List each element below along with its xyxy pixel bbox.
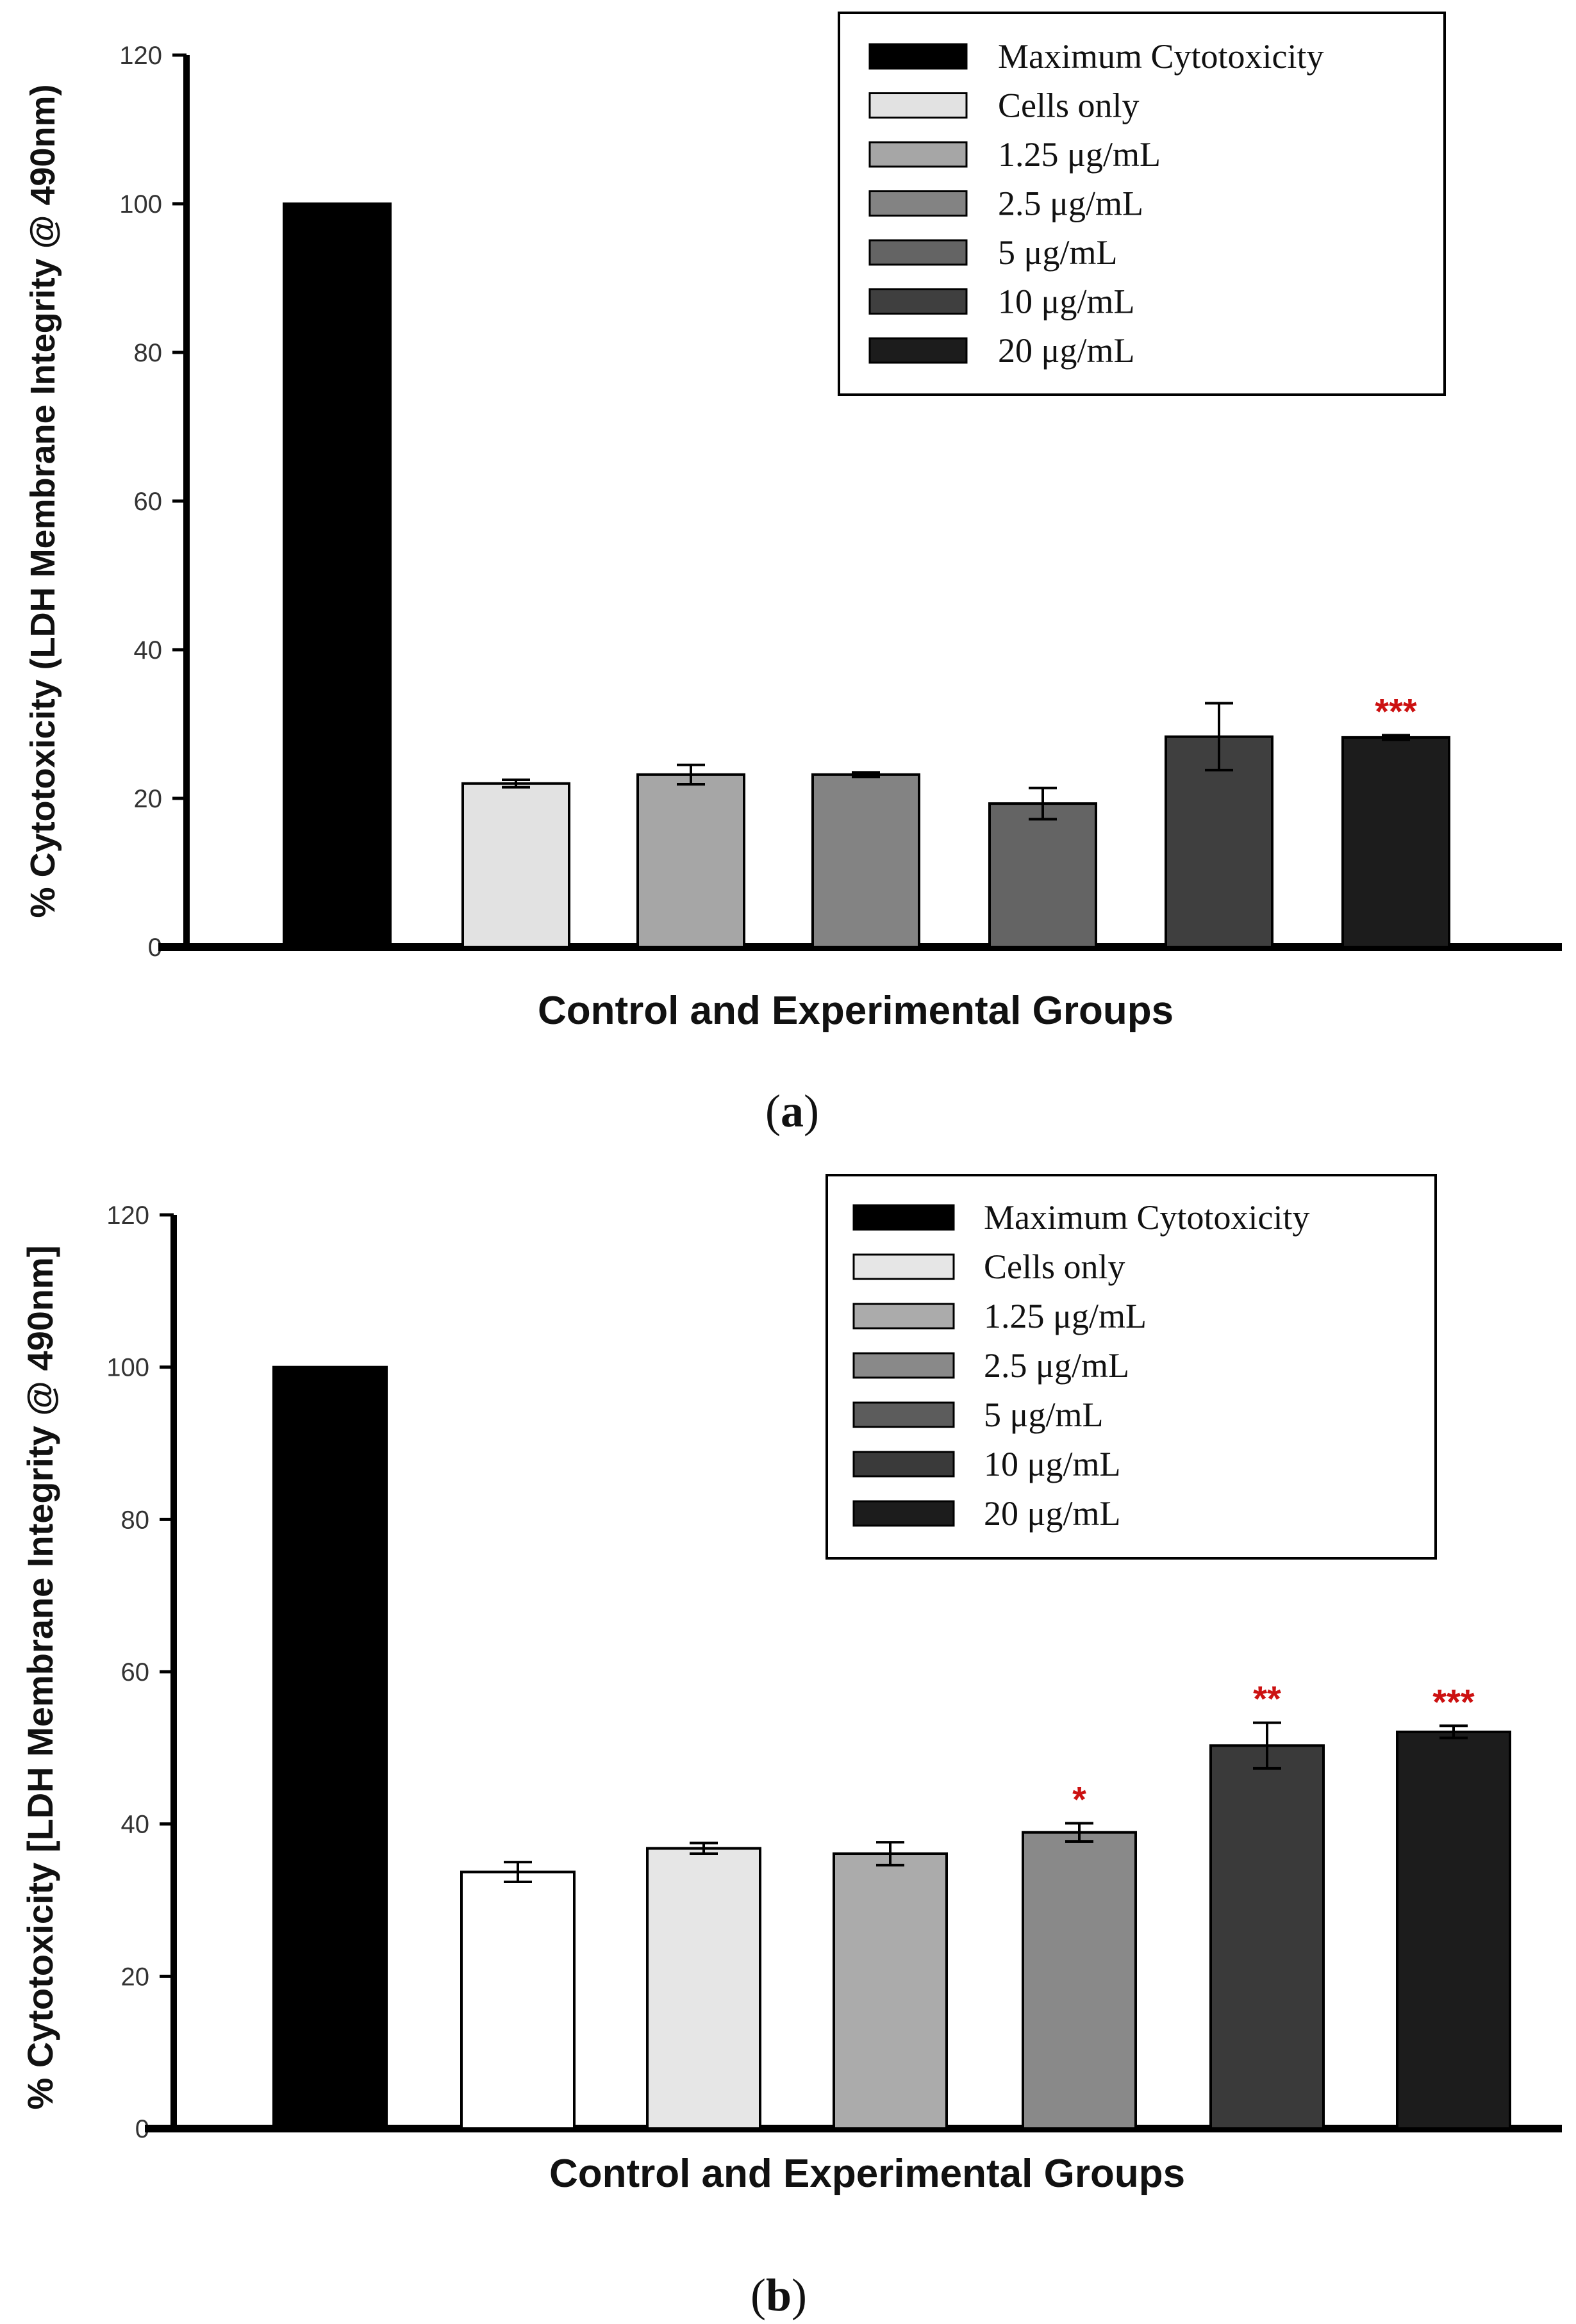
bar-3 (811, 773, 920, 948)
y-tick-label: 100 (119, 190, 162, 218)
bar-1 (461, 782, 570, 949)
legend-label: 20 μg/mL (998, 331, 1134, 370)
y-tick-label: 120 (106, 1201, 149, 1230)
bar-4 (988, 802, 1097, 948)
bar-4 (1022, 1831, 1137, 2130)
legend-swatch (868, 92, 968, 119)
legend-swatch (852, 1401, 955, 1428)
y-tick-label: 40 (134, 636, 163, 664)
legend-label: 2.5 μg/mL (984, 1346, 1129, 1385)
chart-panel-a: 0 20 40 60 80 100 120 *** % Cytotoxicity (LDH … (24, 12, 1562, 1137)
legend-label: 5 μg/mL (984, 1396, 1103, 1434)
legend-swatch (868, 141, 968, 168)
significance-marker: ** (1253, 1679, 1281, 1719)
y-axis: 0 20 40 60 80 100 120 (106, 1201, 177, 2143)
legend-label: 20 μg/mL (984, 1494, 1120, 1533)
legend-label: Cells only (984, 1248, 1125, 1286)
legend-swatch (852, 1451, 955, 1478)
legend-label: 1.25 μg/mL (998, 135, 1161, 174)
bar-6 (1396, 1730, 1511, 2130)
legend-swatch (868, 337, 968, 364)
legend-swatch (852, 1303, 955, 1330)
x-axis-title: Control and Experimental Groups (549, 2152, 1185, 2196)
bars-group: *** (283, 202, 1450, 949)
legend-label: 10 μg/mL (998, 283, 1134, 321)
y-tick-label: 20 (134, 785, 163, 813)
legend-swatch (852, 1253, 955, 1280)
y-tick-label: 60 (134, 488, 163, 516)
legend-swatch (852, 1204, 955, 1231)
legend-swatch (868, 288, 968, 315)
bar-0 (272, 1365, 388, 2130)
panel-label-a: (a) (765, 1085, 819, 1137)
y-tick-label: 0 (135, 2115, 149, 2143)
bar-2 (636, 773, 745, 948)
bar-1 (460, 1870, 576, 2130)
legend-label: Maximum Cytotoxicity (998, 37, 1324, 76)
bars-group: *** *** (272, 1365, 1511, 2130)
legend: Maximum Cytotoxicity Cells only 1.25 μg/mL… (838, 12, 1446, 396)
legend-label: Maximum Cytotoxicity (984, 1198, 1310, 1237)
legend: Maximum Cytotoxicity Cells only 1.25 μg/mL… (825, 1174, 1437, 1560)
x-axis-title: Control and Experimental Groups (538, 989, 1174, 1033)
legend-swatch (868, 43, 968, 70)
y-axis-title: % Cytotoxicity (LDH Membrane Integrity @… (24, 85, 62, 918)
legend-label: 10 μg/mL (984, 1445, 1120, 1483)
y-tick-label: 80 (121, 1506, 150, 1534)
significance-marker: *** (1432, 1681, 1475, 1722)
significance-marker: * (1072, 1779, 1086, 1819)
legend-label: 5 μg/mL (998, 233, 1117, 272)
bar-0 (283, 202, 392, 948)
bar-3 (833, 1852, 948, 2130)
y-tick-label: 100 (106, 1354, 149, 1382)
bar-6 (1341, 736, 1450, 948)
y-tick-label: 40 (121, 1811, 150, 1839)
legend-label: 2.5 μg/mL (998, 185, 1143, 223)
legend-swatch (868, 190, 968, 217)
legend-swatch (852, 1352, 955, 1379)
y-tick-label: 0 (148, 934, 162, 962)
bar-2 (646, 1847, 761, 2130)
legend-swatch (868, 239, 968, 266)
legend-label: Cells only (998, 87, 1140, 125)
y-axis-title: % Cytotoxicity [LDH Membrane Integrity @… (20, 1245, 60, 2109)
y-tick-label: 80 (134, 339, 163, 367)
bar-5 (1209, 1744, 1325, 2130)
bar-5 (1165, 735, 1273, 948)
y-tick-label: 60 (121, 1658, 150, 1686)
y-tick-label: 20 (121, 1963, 150, 1991)
y-axis: 0 20 40 60 80 100 120 (119, 42, 190, 962)
legend-label: 1.25 μg/mL (984, 1297, 1147, 1335)
significance-marker: *** (1375, 691, 1417, 731)
y-tick-label: 120 (119, 42, 162, 70)
panel-label-b: (b) (751, 2270, 807, 2321)
legend-swatch (852, 1500, 955, 1527)
